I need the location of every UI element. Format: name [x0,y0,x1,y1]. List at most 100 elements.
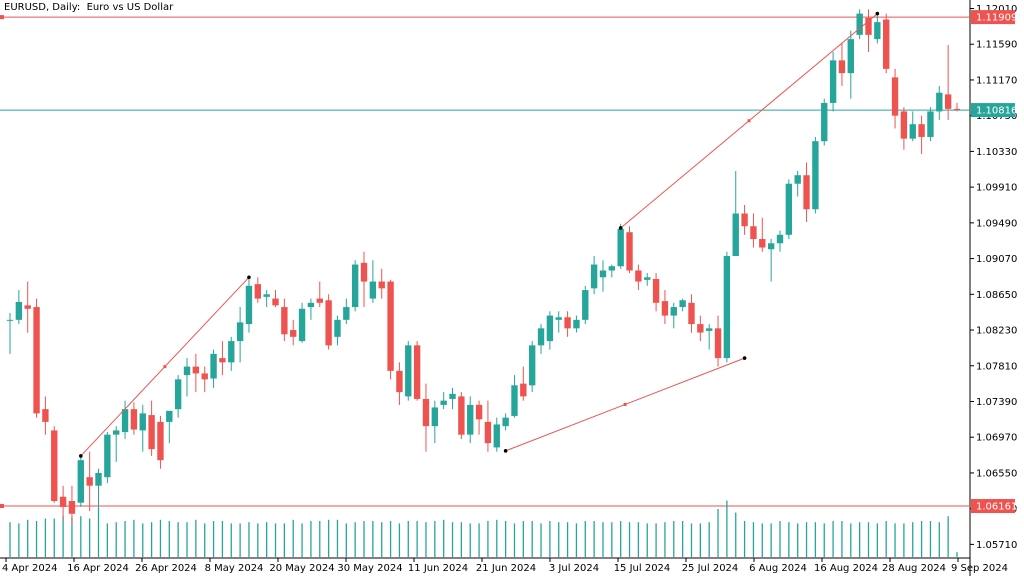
candle[interactable] [626,226,633,274]
candle[interactable] [741,204,748,235]
candle[interactable] [688,294,695,333]
candle[interactable] [759,217,766,252]
candle[interactable] [750,213,757,248]
candle[interactable] [918,115,925,154]
candle[interactable] [936,85,943,120]
candle[interactable] [493,417,500,452]
candle[interactable] [537,324,545,354]
candle[interactable] [130,402,138,435]
candle[interactable] [599,260,607,292]
candle[interactable] [528,341,536,393]
candle[interactable] [502,413,509,431]
candle[interactable] [511,375,518,418]
trend-line-midpoint[interactable] [623,402,627,406]
candle[interactable] [77,455,84,507]
candle[interactable] [803,162,810,223]
candle[interactable] [883,13,890,74]
candle[interactable] [520,366,527,401]
candle[interactable] [15,290,23,325]
candle[interactable] [670,302,677,329]
candle[interactable] [475,400,483,435]
candle[interactable] [661,290,669,325]
candle[interactable] [307,298,315,320]
candle[interactable] [298,302,306,343]
candle[interactable] [281,298,288,342]
candle[interactable] [953,102,961,112]
candle[interactable] [201,366,208,393]
candle[interactable] [776,230,784,252]
candle[interactable] [582,285,589,325]
candle[interactable] [847,30,854,99]
candle[interactable] [555,311,562,333]
candle[interactable] [68,485,76,524]
candle[interactable] [369,260,377,303]
candle[interactable] [192,353,200,393]
candle[interactable] [856,9,863,40]
candle[interactable] [148,400,155,456]
candle[interactable] [210,349,217,388]
candle[interactable] [121,400,129,439]
candle[interactable] [263,290,270,308]
candle[interactable] [874,13,881,44]
candle[interactable] [732,170,739,257]
candle[interactable] [608,264,616,278]
candle[interactable] [272,290,279,308]
candle[interactable] [422,383,430,452]
candle[interactable] [785,179,793,240]
candle[interactable] [838,43,846,86]
trend-line-anchor[interactable] [247,275,251,280]
candle[interactable] [927,107,934,142]
candle[interactable] [59,485,67,520]
candle[interactable] [467,396,474,444]
trend-line-anchor[interactable] [503,449,508,453]
candle[interactable] [697,315,704,342]
candle[interactable] [104,432,111,484]
candle[interactable] [254,277,261,303]
candle[interactable] [343,298,350,325]
candle[interactable] [706,324,713,350]
candle[interactable] [228,336,235,371]
candle[interactable] [812,136,819,214]
candle[interactable] [794,170,801,197]
candle[interactable] [316,281,323,308]
candle[interactable] [458,392,465,439]
trend-line-midpoint[interactable] [163,365,167,369]
candle[interactable] [378,268,385,299]
candle[interactable] [431,400,439,444]
candle[interactable] [767,239,775,282]
candle[interactable] [42,396,49,435]
candle[interactable] [829,51,837,112]
trend-line-midpoint[interactable] [747,119,751,123]
candle[interactable] [564,311,571,337]
candle[interactable] [644,273,651,286]
candle[interactable] [865,9,872,52]
candle[interactable] [714,315,722,367]
candle[interactable] [821,98,828,146]
candle[interactable] [413,341,421,401]
candle[interactable] [573,315,580,333]
candle[interactable] [590,256,598,295]
level-anchor-marker[interactable] [0,15,4,20]
candle[interactable] [157,415,164,469]
trend-line-anchor[interactable] [618,226,623,230]
candle[interactable] [219,341,226,376]
candle[interactable] [900,107,908,150]
candle[interactable] [334,315,341,346]
candle[interactable] [387,279,394,380]
level-anchor-marker[interactable] [0,504,4,509]
candle[interactable] [33,298,40,418]
candle[interactable] [909,111,916,142]
candle[interactable] [360,251,368,308]
candle[interactable] [245,277,253,333]
candle[interactable] [6,313,14,354]
candle[interactable] [86,451,93,512]
candle[interactable] [449,387,456,410]
candle[interactable] [183,358,191,397]
candle[interactable] [290,319,297,346]
candle[interactable] [95,468,102,520]
candle[interactable] [325,294,332,350]
candle[interactable] [396,362,403,405]
candle[interactable] [484,400,492,452]
candle[interactable] [652,273,660,312]
